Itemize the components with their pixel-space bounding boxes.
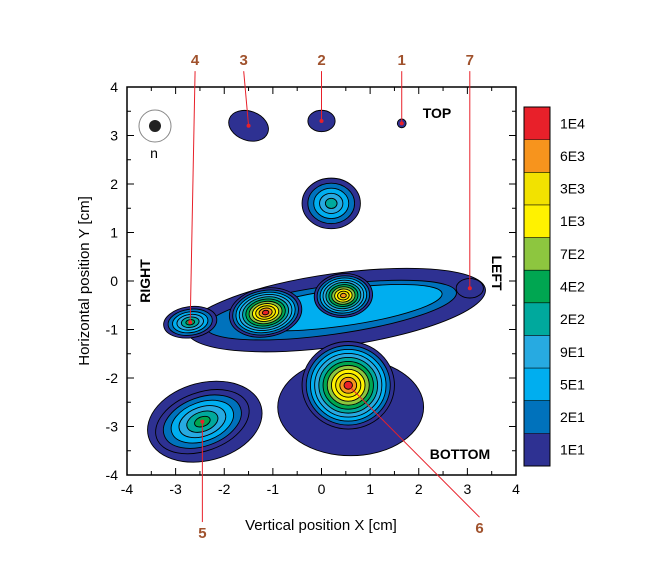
hotspot-0 [228,287,303,338]
colorbar-swatch [524,139,550,173]
y-tick-label: -4 [106,467,119,483]
peak-6 [301,341,395,430]
y-tick-label: -3 [106,419,119,435]
x-tick-label: -4 [121,481,134,497]
peak-annotations: 1 2 3 4 5 6 7 [188,52,484,542]
y-tick-label: 0 [110,273,118,289]
colorbar-label: 2E1 [560,409,585,425]
annotation-tip [200,419,205,424]
colorbar-swatch [524,107,550,140]
beam-label: n [150,145,158,161]
colorbar-swatch [524,270,550,303]
annotation-label: 4 [191,52,200,69]
x-tick-label: 3 [463,481,471,497]
colorbar-label: 1E4 [560,115,585,131]
colorbar-label: 7E2 [560,246,585,262]
colorbar-swatch [524,204,550,238]
colorbar-frame [523,106,551,467]
region-labels: TOP BOTTOM RIGHT LEFT [137,105,505,462]
x-tick-label: 2 [415,481,423,497]
annotation-leader [189,71,196,323]
y-axis-title: Horizontal position Y [cm] [76,196,93,366]
colorbar-label: 4E2 [560,279,585,295]
annotation-label: 2 [317,52,325,69]
axis-ticks: -4 -3 -2 -1 0 1 2 3 4 4 3 2 1 0 -1 -2 -3 -4 [106,79,521,497]
x-tick-label: -2 [218,481,231,497]
axes-labels: Vertical position X [cm] Horizontal posi… [76,196,397,534]
region-label-bottom: BOTTOM [430,446,490,462]
hotspot-2 [301,177,361,230]
colorbar-label: 6E3 [560,148,585,164]
hotspot-1-level [340,292,347,299]
annotation-leader [243,71,250,126]
hotspot-2-level [324,197,338,209]
y-tick-label: 2 [110,176,118,192]
x-axis-title: Vertical position X [cm] [245,517,397,534]
annotation-label: 3 [240,52,248,69]
hotspot-0-level [261,309,270,316]
colorbar: 1E4 6E3 3E3 1E3 7E2 4E2 2E2 9E1 5E1 2E1 1E1 [523,106,585,467]
colorbar-label: 1E3 [560,213,585,229]
colorbar-label: 9E1 [560,344,585,360]
x-tick-label: -3 [169,481,182,497]
x-tick-label: 4 [512,481,520,497]
y-tick-label: 1 [110,225,118,241]
neutron-beam-icon: n [138,109,172,161]
annotation-tip [399,121,404,126]
y-tick-label: -2 [106,370,119,386]
colorbar-swatch [524,400,550,434]
y-tick-label: 4 [110,79,118,95]
y-tick-label: 3 [110,128,118,144]
colorbar-label: 5E1 [560,376,585,392]
colorbar-swatch [524,237,550,271]
region-label-left: LEFT [489,256,505,291]
annotation-tip [346,383,351,388]
colorbar-label: 3E3 [560,181,585,197]
annotation-label: 5 [198,525,206,542]
x-tick-label: -1 [267,481,280,497]
annotation-label: 6 [475,520,483,537]
annotation-label: 1 [398,52,406,69]
colorbar-label: 2E2 [560,311,585,327]
annotation-tip [188,320,193,325]
annotation-label: 7 [466,52,474,69]
x-tick-label: 1 [366,481,374,497]
annotation-tip [467,286,472,291]
colorbar-label: 1E1 [560,442,585,458]
region-label-top: TOP [423,105,452,121]
x-tick-label: 0 [318,481,326,497]
colorbar-swatch [524,433,550,466]
hotspot-1 [313,273,373,318]
region-label-right: RIGHT [137,259,153,303]
colorbar-swatch [524,172,550,205]
annotation-tip [246,123,251,128]
colorbar-swatch [524,302,550,336]
colorbar-swatch [524,335,550,369]
plot-region: -4 -3 -2 -1 0 1 2 3 4 4 3 2 1 0 -1 -2 -3 -4 [106,79,521,497]
annotation-leader [347,384,480,518]
annotation-tip [319,118,324,123]
colorbar-swatch [524,368,550,401]
contour-layers [147,109,486,463]
y-tick-label: -1 [106,322,119,338]
beam-dot-icon [149,120,161,132]
